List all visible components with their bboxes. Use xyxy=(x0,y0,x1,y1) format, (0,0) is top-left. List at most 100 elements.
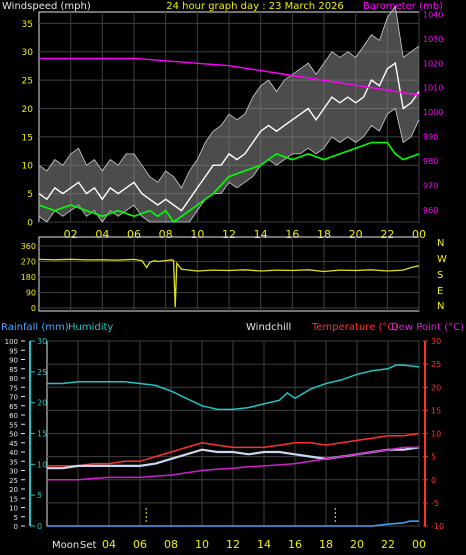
wind-ylabel: Windspeed (mph) xyxy=(2,1,91,12)
wind-x-tick-label: 18 xyxy=(317,228,331,241)
temperature-ylabel: Temperature (°C) xyxy=(311,322,398,333)
compass-label: N xyxy=(437,238,444,249)
compass-label: S xyxy=(437,270,443,281)
humidity-y-tick-label: 90 xyxy=(9,357,18,365)
wind-x-tick-label: 20 xyxy=(349,228,363,241)
rainfall-series xyxy=(47,520,419,527)
wind-x-tick-label: 14 xyxy=(254,228,268,241)
wind-y-tick-label: 5 xyxy=(27,190,33,200)
rain-y-tick-label: 25 xyxy=(37,368,47,377)
humidity-y-tick-label: 40 xyxy=(9,449,18,457)
humidity-y-tick-label: 50 xyxy=(9,431,18,439)
windspeed-high-series xyxy=(38,5,420,189)
barometer-y-tick-label: 990 xyxy=(423,133,438,142)
temp-y-tick-label: 10 xyxy=(431,430,441,439)
compass-label: W xyxy=(437,254,447,265)
humidity-y-tick-label: 60 xyxy=(9,412,18,420)
compass-label: N xyxy=(437,301,444,312)
wind-y-tick-label: 15 xyxy=(22,133,33,143)
temp-x-tick-label: 04 xyxy=(102,538,116,551)
rain-y-tick-label: 30 xyxy=(37,337,47,346)
barometer-y-tick-label: 960 xyxy=(423,206,438,215)
humidity-ylabel: Humidity xyxy=(68,322,113,333)
temp-x-tick-label: 22 xyxy=(381,538,395,551)
barometer-y-tick-label: 1040 xyxy=(423,10,443,19)
wind-x-tick-label: 00 xyxy=(412,228,426,241)
temp-y-tick-label: 25 xyxy=(431,360,441,369)
rain-y-tick-label: 20 xyxy=(37,399,47,408)
humidity-y-tick-label: 80 xyxy=(9,375,18,383)
windspeed-range-band xyxy=(39,6,419,222)
humidity-y-tick-label: 85 xyxy=(9,366,18,374)
wind-x-tick-label: 04 xyxy=(95,228,109,241)
temp-x-tick-label: 20 xyxy=(350,538,364,551)
windchill-ylabel: Windchill xyxy=(246,322,291,333)
wind-x-tick-label: 06 xyxy=(127,228,141,241)
rainfall-ylabel: Rainfall (mm) xyxy=(1,322,69,333)
humidity-y-tick-label: 35 xyxy=(9,458,18,466)
humidity-y-tick-label: 15 xyxy=(9,495,18,503)
wind-panel: 02 04 06 08 10 12 14 16 18 20 22 000510152025303596… xyxy=(22,5,443,241)
humidity-y-tick-label: 25 xyxy=(9,477,18,485)
wind-y-tick-label: 30 xyxy=(22,48,34,58)
direction-y-tick-label: 180 xyxy=(21,273,36,282)
humidity-y-tick-label: 0 xyxy=(14,523,18,531)
compass-label: E xyxy=(437,286,443,297)
barometer-y-tick-label: 980 xyxy=(423,157,438,166)
temp-x-tick-label: 14 xyxy=(257,538,271,551)
temp-panel: -10-505101520253005101520253035404550556… xyxy=(5,337,444,551)
humidity-y-tick-label: 65 xyxy=(9,403,18,411)
humidity-y-tick-label: 100 xyxy=(5,338,18,346)
wind-y-tick-label: 35 xyxy=(22,20,33,30)
gust-series xyxy=(38,141,420,224)
temp-y-tick-label: 5 xyxy=(431,453,436,462)
rain-y-tick-label: 5 xyxy=(37,491,42,500)
temp-y-tick-label: -5 xyxy=(431,499,439,508)
rain-y-tick-label: 15 xyxy=(37,430,47,439)
direction-y-tick-label: 90 xyxy=(26,289,36,298)
barometer-y-tick-label: 1010 xyxy=(423,84,443,93)
temp-x-tick-label: 06 xyxy=(133,538,147,551)
barometer-ylabel: Barometer (mb) xyxy=(363,1,443,12)
wind-x-tick-label: 22 xyxy=(380,228,394,241)
direction-y-tick-label: 0 xyxy=(31,304,36,313)
humidity-y-tick-label: 5 xyxy=(14,514,18,522)
humidity-y-tick-label: 95 xyxy=(9,347,18,355)
temp-y-tick-label: 20 xyxy=(431,383,441,392)
wind-direction-series xyxy=(38,258,420,308)
barometer-y-tick-label: 1000 xyxy=(423,108,443,117)
temp-y-tick-label: 15 xyxy=(431,406,441,415)
humidity-y-tick-label: 75 xyxy=(9,384,18,392)
dewpoint-ylabel: Dew Point (°C) xyxy=(391,322,464,333)
barometer-y-tick-label: 1020 xyxy=(423,59,443,68)
wind-y-tick-label: 0 xyxy=(27,219,33,229)
dew-point-series xyxy=(47,446,419,481)
temp-y-tick-label: 0 xyxy=(431,476,436,485)
wind-y-tick-label: 20 xyxy=(22,105,34,115)
barometer-y-tick-label: 1030 xyxy=(423,35,443,44)
humidity-y-tick-label: 55 xyxy=(9,421,18,429)
temp-y-tick-label: -10 xyxy=(431,522,444,531)
barometer-series xyxy=(39,57,420,96)
rain-y-tick-label: 0 xyxy=(37,522,42,531)
humidity-y-tick-label: 20 xyxy=(9,486,18,494)
temp-x-tick-label: 08 xyxy=(164,538,178,551)
wind-x-tick-label: 02 xyxy=(64,228,78,241)
wind-x-tick-label: 10 xyxy=(190,228,204,241)
windspeed-low-series xyxy=(38,107,420,223)
moonset-label: Set xyxy=(80,540,97,551)
temp-x-tick-label: 16 xyxy=(288,538,302,551)
rain-y-tick-label: 10 xyxy=(37,460,47,469)
temp-x-tick-label: 00 xyxy=(412,538,426,551)
temp-y-tick-label: 30 xyxy=(431,337,441,346)
humidity-y-tick-label: 45 xyxy=(9,440,18,448)
windspeed-series xyxy=(38,61,420,212)
temp-x-tick-label: 18 xyxy=(319,538,333,551)
temp-x-tick-label: 12 xyxy=(226,538,240,551)
humidity-y-tick-label: 70 xyxy=(9,394,18,402)
moon-label: Moon xyxy=(52,540,79,551)
humidity-y-tick-label: 10 xyxy=(9,505,18,513)
direction-y-tick-label: 270 xyxy=(21,258,36,267)
